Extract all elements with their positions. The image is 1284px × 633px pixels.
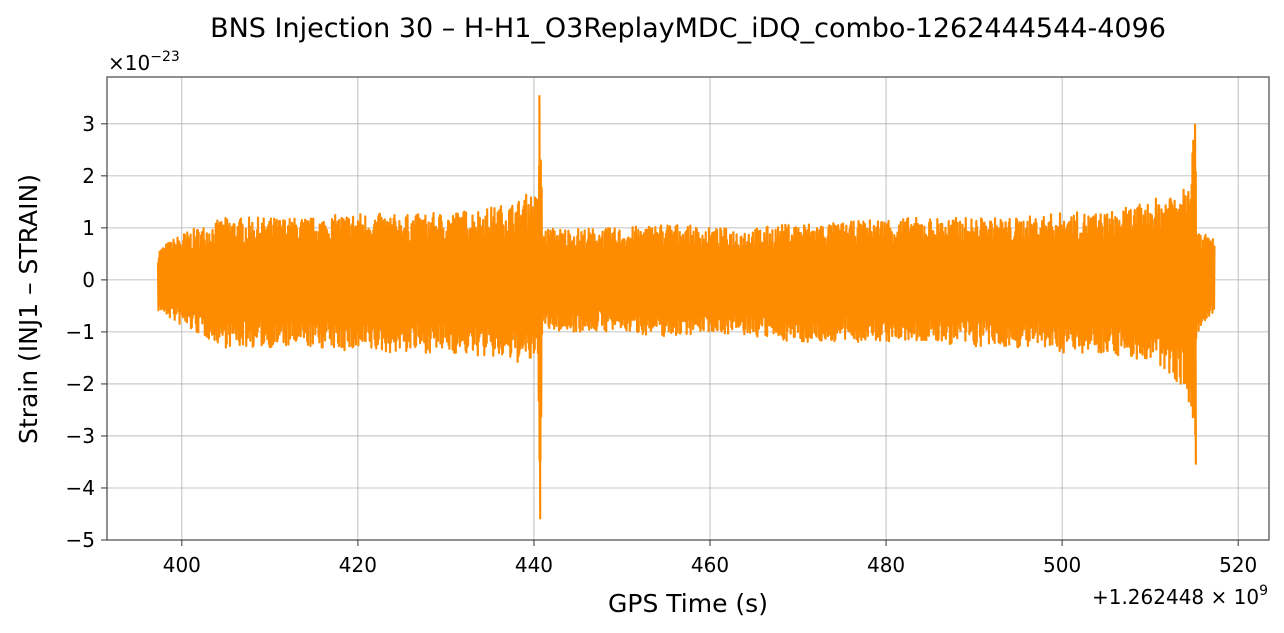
y-tick-label: −2 <box>66 372 95 396</box>
y-axis-ticks: −5 −4 −3 −2 −1 0 1 2 3 <box>66 112 107 552</box>
strain-series-line <box>156 95 1216 520</box>
y-tick-label: 2 <box>82 164 95 188</box>
x-tick-label: 520 <box>1219 553 1257 577</box>
x-tick-label: 400 <box>163 553 201 577</box>
y-tick-label: −3 <box>66 424 95 448</box>
y-tick-label: 0 <box>82 268 95 292</box>
y-multiplier-label: ×10−23 <box>108 49 180 75</box>
chart-title: BNS Injection 30 – H-H1_O3ReplayMDC_iDQ_… <box>210 13 1166 44</box>
x-tick-label: 500 <box>1043 553 1081 577</box>
x-tick-label: 480 <box>867 553 905 577</box>
x-tick-label: 460 <box>691 553 729 577</box>
axes-frame <box>106 76 1270 541</box>
x-offset-label: +1.262448 × 109 <box>1092 583 1268 609</box>
x-axis-label: GPS Time (s) <box>608 589 768 618</box>
x-axis-ticks: 400 420 440 460 480 500 520 <box>163 540 1257 577</box>
x-tick-label: 420 <box>339 553 377 577</box>
y-tick-label: −4 <box>66 476 95 500</box>
y-tick-label: 1 <box>82 216 95 240</box>
y-tick-label: −1 <box>66 320 95 344</box>
y-axis-label: Strain (INJ1 – STRAIN) <box>14 174 43 444</box>
x-tick-label: 440 <box>515 553 553 577</box>
plot-area <box>156 95 1216 520</box>
y-tick-label: −5 <box>66 528 95 552</box>
y-tick-label: 3 <box>82 112 95 136</box>
